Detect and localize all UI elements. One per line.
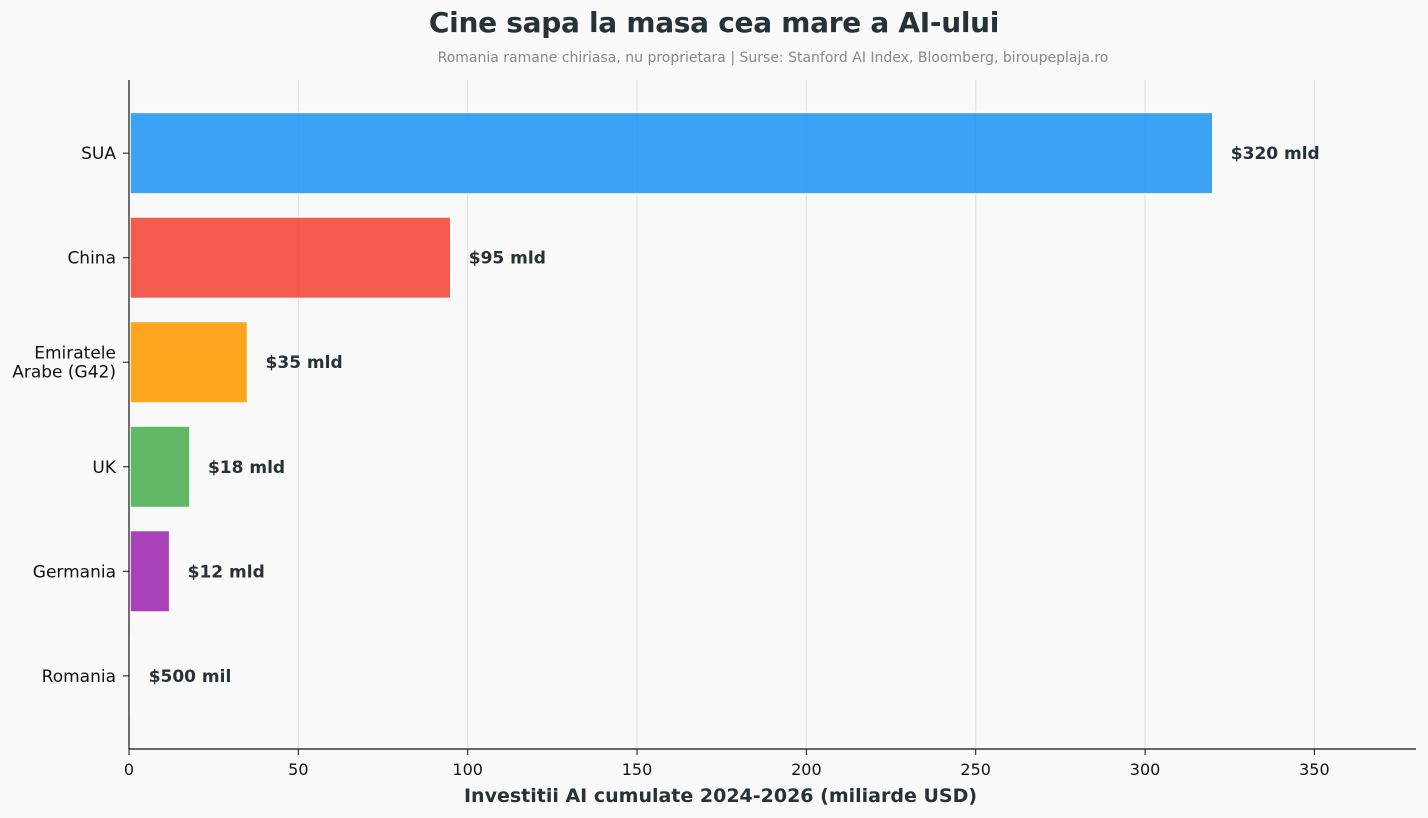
x-tick-label: 200 [791, 760, 822, 779]
data-label: $500 mil [149, 667, 232, 687]
x-tick-label: 150 [622, 760, 653, 779]
x-tick-label: 300 [1130, 760, 1161, 779]
bar-germania [129, 529, 171, 613]
data-label: $18 mld [208, 458, 285, 478]
x-tick-label: 350 [1299, 760, 1330, 779]
category-label: China [67, 249, 116, 269]
data-label: $320 mld [1231, 144, 1320, 164]
chart-title: Cine sapa la masa cea mare a AI-ului [428, 6, 1000, 39]
category-label: UK [92, 458, 116, 478]
bars [129, 111, 1214, 718]
bar-romania [129, 634, 132, 718]
data-label: $12 mld [188, 562, 265, 582]
x-tick-label: 100 [452, 760, 483, 779]
chart-subtitle: Romania ramane chiriasa, nu proprietara … [437, 50, 1109, 66]
x-axis-label: Investitii AI cumulate 2024-2026 (miliar… [464, 785, 977, 807]
x-tick-label: 250 [960, 760, 991, 779]
x-tick-label: 50 [288, 760, 308, 779]
bar-uk [129, 425, 191, 509]
data-label: $95 mld [469, 249, 546, 269]
category-label: Romania [42, 667, 116, 687]
bar-emiratele [129, 320, 249, 404]
category-label: Germania [33, 562, 116, 582]
axes [123, 80, 1416, 755]
category-label: Emiratele Arabe (G42) [12, 344, 116, 383]
bar-sua [129, 111, 1214, 195]
labels: 0 50 100 150 200 250 300 350 SUA $320 mld China $95… [12, 144, 1329, 779]
bar-china [129, 216, 452, 300]
x-tick-label: 0 [124, 760, 134, 779]
category-label: SUA [81, 144, 116, 164]
data-label: $35 mld [266, 353, 343, 373]
